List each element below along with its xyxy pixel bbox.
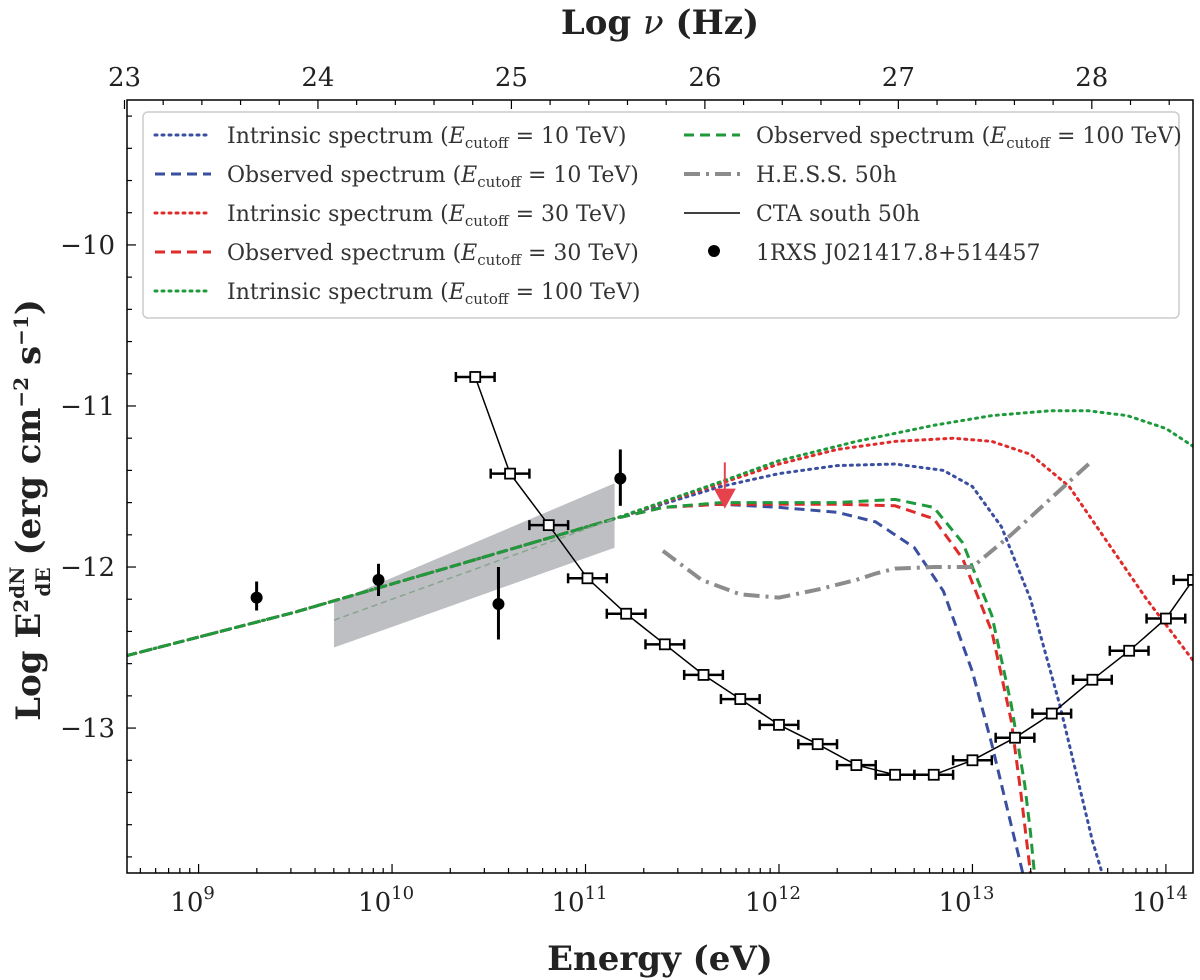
data-point: [492, 598, 505, 611]
cta-marker: [1187, 574, 1193, 586]
plot-area: [127, 371, 1193, 873]
cta-marker: [542, 519, 555, 532]
legend-marker: [708, 245, 720, 257]
y-axis-title: Log E2dN dE (erg cm−2 s−1): [5, 299, 55, 721]
cta-marker: [1009, 731, 1021, 744]
x-tick-label: 1013: [938, 883, 994, 918]
y-tick-label: −11: [60, 392, 115, 422]
legend-label: CTA south 50h: [756, 202, 920, 227]
top-tick-label: 25: [495, 63, 528, 93]
data-point: [372, 573, 385, 586]
legend: Intrinsic spectrum (Ecutoff = 10 TeV) Obs…: [142, 111, 1182, 319]
top-tick-label: 28: [1075, 63, 1108, 93]
cta-marker: [850, 759, 863, 772]
legend-label: Observed spectrum (Ecutoff = 30 TeV): [227, 241, 639, 269]
y-tick-label: −10: [60, 231, 115, 261]
cta-marker: [811, 738, 824, 751]
x-tick-label: 1011: [552, 883, 608, 918]
top-tick-label: 23: [108, 63, 141, 93]
top-axis-title: Log ν (Hz): [561, 3, 759, 43]
cta-marker: [734, 693, 747, 705]
cta-marker: [1086, 673, 1099, 686]
cta-marker: [773, 718, 785, 731]
legend-label: Intrinsic spectrum (Ecutoff = 100 TeV): [227, 280, 640, 308]
cta-marker: [889, 768, 901, 781]
top-tick-label: 26: [688, 63, 721, 93]
legend-label: Intrinsic spectrum (Ecutoff = 10 TeV): [227, 124, 626, 152]
cta-marker: [1045, 707, 1058, 720]
plot-content: [127, 371, 1193, 873]
x-tick-label: 109: [170, 883, 215, 918]
series-line-5: [127, 497, 1036, 873]
cta-marker: [469, 371, 482, 383]
upper-limit-arrow-head: [713, 488, 736, 509]
cta-marker: [697, 669, 710, 681]
x-tick-label: 1012: [745, 883, 801, 918]
legend-label: 1RXS J021417.8+514457: [756, 241, 1041, 266]
cta-marker: [1123, 644, 1136, 657]
cta-line: [474, 376, 1193, 776]
top-tick-label: 27: [882, 63, 915, 93]
x-tick-label: 1010: [358, 883, 414, 918]
legend-box: [142, 111, 1180, 319]
cta-marker: [658, 638, 671, 651]
top-tick-label: 24: [301, 63, 334, 93]
y-tick-label: −12: [60, 553, 115, 583]
y-tick-label: −13: [60, 714, 115, 744]
data-point: [250, 591, 263, 604]
cta-marker: [966, 754, 979, 767]
cta-marker: [1160, 612, 1172, 625]
x-axis-title: Energy (eV): [547, 939, 773, 979]
legend-label: Observed spectrum (Ecutoff = 10 TeV): [227, 163, 639, 191]
cta-marker: [504, 467, 516, 480]
series-line-6: [661, 460, 1092, 600]
x-tick-label: 1014: [1132, 883, 1188, 918]
legend-label: H.E.S.S. 50h: [756, 163, 897, 188]
cta-marker: [927, 768, 940, 781]
plot-frame: [126, 99, 1194, 874]
legend-label: Intrinsic spectrum (Ecutoff = 30 TeV): [227, 202, 626, 230]
cta-marker: [620, 607, 633, 620]
legend-label: Observed spectrum (Ecutoff = 100 TeV): [756, 124, 1182, 152]
data-point: [614, 472, 627, 485]
series-line-4: [127, 409, 1193, 658]
axes: 109 1010 1011 1012 1013 1014 −10 −11 −12 −13 23 24 2…: [60, 63, 1194, 918]
cta-marker: [581, 572, 594, 585]
